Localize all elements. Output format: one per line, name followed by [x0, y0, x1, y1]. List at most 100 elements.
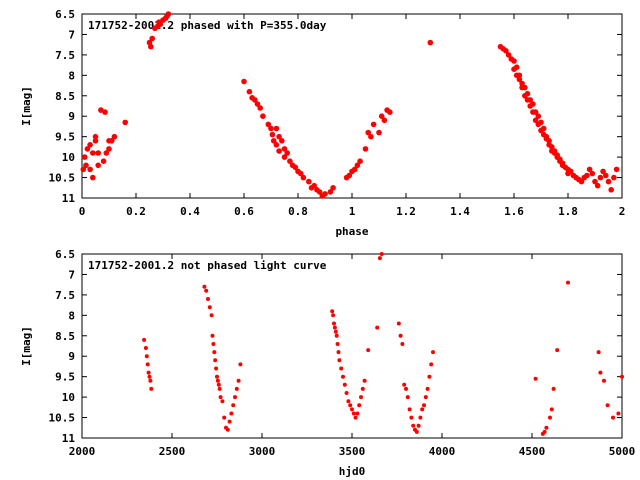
y-tick-label: 6.5: [55, 8, 75, 21]
data-point: [400, 342, 405, 346]
data-point: [330, 309, 335, 314]
data-point: [377, 256, 382, 261]
data-point: [344, 391, 349, 395]
data-point: [231, 403, 236, 408]
data-point: [90, 150, 96, 156]
data-point: [353, 415, 358, 420]
data-point: [405, 395, 410, 400]
data-point: [613, 166, 620, 173]
data-point: [336, 350, 341, 355]
x-tick-label: 2000: [69, 445, 96, 458]
data-point: [215, 374, 219, 379]
data-point: [616, 411, 621, 416]
data-point: [544, 425, 549, 430]
x-axis-label: phase: [335, 225, 368, 238]
data-point: [522, 84, 528, 91]
data-point: [92, 138, 99, 144]
data-point: [206, 297, 210, 301]
data-point: [548, 415, 552, 420]
data-point: [540, 125, 547, 132]
y-axis-label: I[mag]: [20, 86, 33, 126]
data-point: [149, 386, 154, 391]
data-point: [143, 346, 148, 350]
data-point: [596, 350, 601, 355]
data-point: [346, 172, 353, 179]
y-axis-label: I[mag]: [20, 326, 33, 366]
data-point: [337, 358, 342, 363]
y-tick-label: 11: [62, 432, 76, 445]
data-point: [213, 358, 218, 363]
data-point: [350, 407, 354, 412]
data-point: [431, 350, 435, 355]
data-point: [83, 162, 89, 169]
data-point: [605, 178, 612, 185]
data-point: [316, 189, 323, 195]
data-point: [81, 154, 88, 160]
data-point: [95, 162, 101, 169]
data-point: [578, 178, 585, 185]
data-point: [357, 403, 362, 408]
chart-title: 171752-2001.2 phased with P=355.0day: [88, 19, 327, 32]
data-point: [215, 378, 220, 383]
data-point: [603, 172, 609, 179]
data-point: [381, 117, 388, 124]
data-point: [513, 64, 520, 70]
data-point: [144, 354, 149, 359]
data-point: [554, 152, 560, 158]
data-point: [422, 403, 426, 408]
data-point: [87, 142, 93, 148]
data-point: [254, 101, 261, 107]
data-point: [222, 415, 227, 420]
x-tick-label: 4500: [519, 445, 546, 458]
data-point: [276, 133, 282, 140]
y-tick-label: 9: [68, 350, 75, 363]
data-point: [103, 150, 110, 156]
data-point: [409, 415, 414, 420]
data-point: [354, 162, 361, 169]
data-point: [227, 419, 232, 424]
data-point: [524, 90, 531, 97]
y-tick-label: 6.5: [55, 248, 75, 261]
data-point: [142, 337, 147, 342]
data-point: [359, 395, 363, 400]
data-point: [331, 313, 336, 318]
data-point: [229, 411, 234, 416]
data-point: [411, 423, 416, 428]
data-point: [273, 125, 280, 132]
data-point: [145, 362, 150, 367]
data-point: [376, 129, 382, 136]
data-point: [398, 333, 403, 338]
data-point: [611, 174, 617, 181]
data-point: [327, 189, 334, 195]
data-point: [80, 166, 87, 173]
data-point: [149, 35, 155, 42]
data-point: [567, 168, 574, 175]
data-point: [516, 72, 523, 79]
data-point: [106, 146, 112, 152]
data-point: [216, 382, 221, 387]
data-point: [360, 386, 365, 391]
data-point: [418, 415, 423, 420]
data-point: [238, 362, 243, 367]
data-point: [148, 43, 154, 50]
data-point: [236, 378, 241, 383]
y-tick-label: 7.5: [55, 49, 75, 62]
data-point: [260, 113, 266, 119]
data-point: [402, 382, 407, 387]
data-point: [396, 321, 401, 326]
y-tick-label: 9.5: [55, 131, 75, 144]
data-point: [84, 146, 91, 152]
data-point: [148, 378, 153, 383]
data-point: [122, 119, 128, 126]
data-point: [551, 386, 556, 391]
x-tick-label: 1.4: [450, 205, 470, 218]
data-point: [333, 329, 338, 334]
x-tick-label: 1: [349, 205, 356, 218]
data-point: [429, 362, 434, 367]
data-point: [207, 305, 212, 310]
data-point: [273, 142, 280, 148]
data-point: [362, 378, 367, 383]
data-point: [339, 366, 344, 371]
data-point: [269, 131, 276, 138]
